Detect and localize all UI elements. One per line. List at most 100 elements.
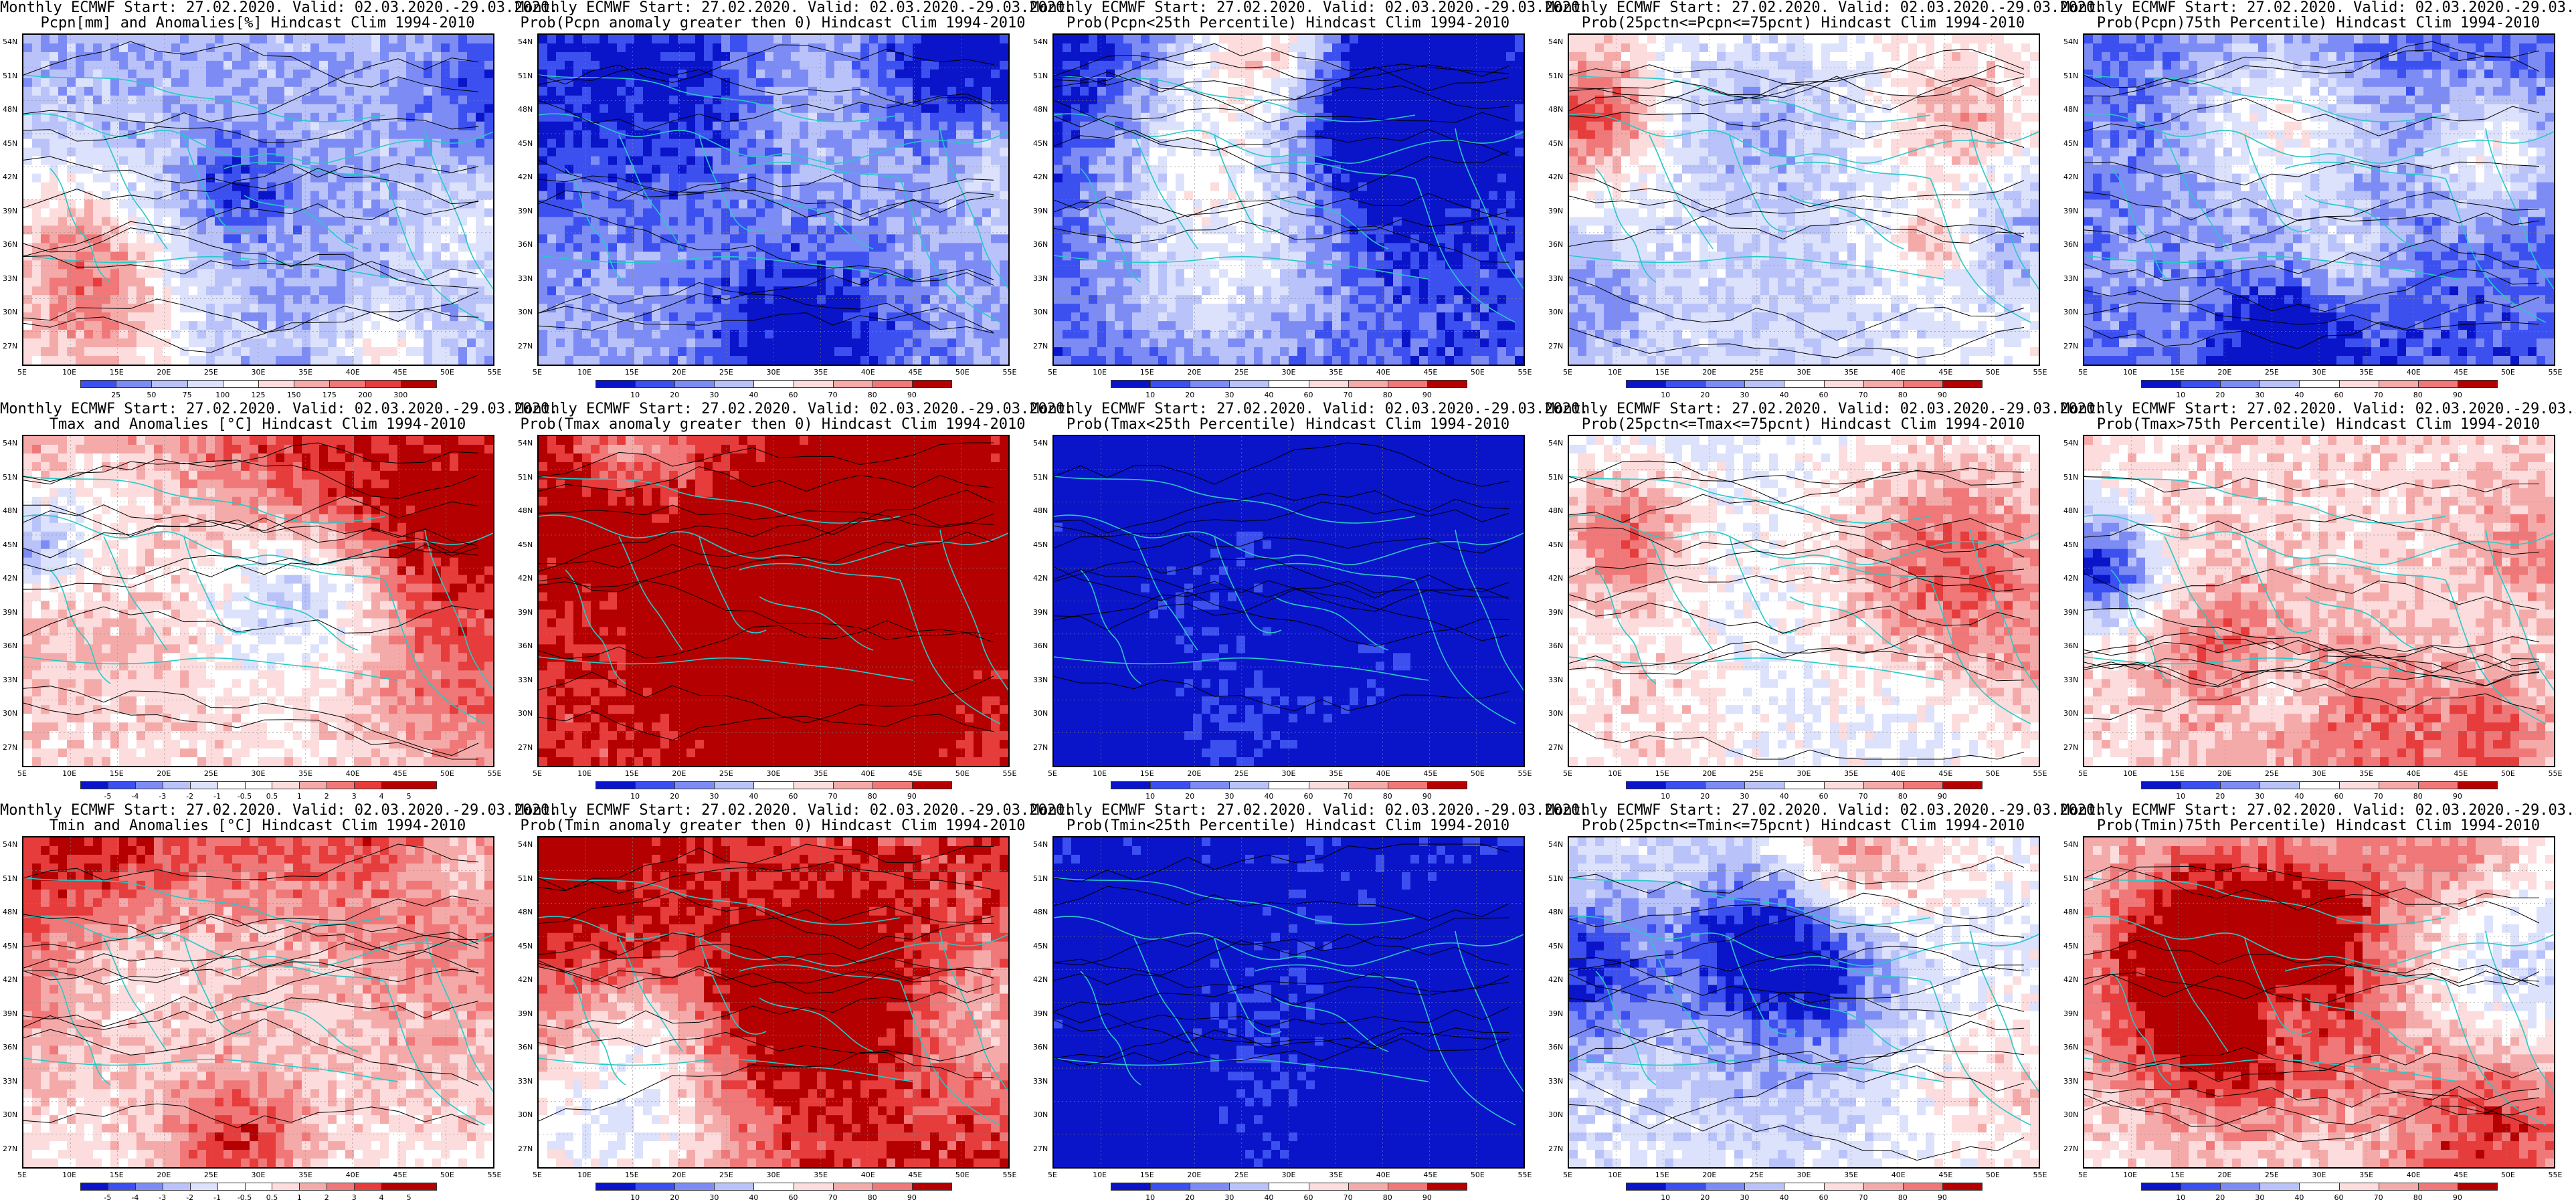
field-cell [895,234,905,243]
field-cell [608,69,618,79]
colorbar-cell [714,380,755,388]
field-cell [223,182,233,192]
field-cell [58,295,68,304]
field-cell [119,121,128,131]
field-cell [406,112,416,122]
field-cell [765,269,774,278]
field-cell [921,225,931,235]
field-cell [441,347,450,357]
field-cell [467,356,476,365]
field-cell [128,138,137,148]
field-cell [895,260,905,270]
field-cell [171,35,181,44]
field-cell [626,321,635,330]
field-cell [389,347,398,357]
field-cell [1358,104,1368,114]
field-cell [1236,138,1246,148]
field-cell [84,295,94,304]
field-cell [458,78,468,88]
field-cell [215,69,224,79]
field-cell [591,147,600,157]
field-cell [747,43,757,53]
field-cell [1000,35,1008,44]
field-cell [119,147,128,157]
field-cell [1097,130,1107,140]
field-cell [834,312,844,322]
field-cell [817,347,826,357]
colorbar-tick-label: 10 [630,391,640,399]
field-cell [354,356,363,365]
field-cell [773,199,783,209]
field-cell [756,312,765,322]
field-cell [180,252,189,261]
field-cell [450,356,459,365]
field-cell [258,191,268,201]
field-cell [232,156,242,166]
field-cell [84,208,94,218]
field-cell [974,304,983,313]
field-cell [415,312,424,322]
field-cell [956,52,965,62]
field-cell [110,260,120,270]
field-cell [1428,86,1437,96]
field-cell [1263,130,1272,140]
field-cell [878,217,887,227]
field-cell [626,269,635,278]
field-cell [617,321,626,330]
field-cell [1384,112,1394,122]
field-cell [41,130,50,140]
field-cell [476,217,485,227]
field-cell [319,165,329,175]
field-cell [319,295,329,304]
field-cell [284,191,294,201]
field-cell [1463,35,1472,44]
field-cell [276,312,285,322]
field-cell [1323,104,1333,114]
field-cell [921,60,931,70]
field-cell [1271,52,1281,62]
field-cell [678,260,687,270]
field-cell [939,78,948,88]
field-cell [669,173,678,183]
field-cell [808,278,818,287]
field-cell [389,225,398,235]
field-cell [432,243,442,252]
contour-line [23,298,479,333]
field-cell [965,147,974,157]
field-cell [852,156,861,166]
field-cell [947,330,957,339]
field-cell [1158,138,1168,148]
field-cell [389,304,398,313]
field-cell [704,243,713,252]
field-cell [678,286,687,296]
field-cell [154,130,163,140]
field-cell [747,338,757,348]
field-cell [397,78,407,88]
field-cell [267,225,276,235]
field-cell [843,147,852,157]
field-cell [215,278,224,287]
field-cell [782,121,792,131]
field-cell [956,252,965,261]
field-cell [1089,60,1098,70]
field-cell [895,243,905,252]
field-cell [206,356,215,365]
colorbar-tick-label: 80 [868,391,877,399]
field-cell [669,252,678,261]
field-cell [808,95,818,105]
field-cell [913,321,922,330]
field-cell [267,321,276,330]
field-cell [591,156,600,166]
field-cell [904,243,913,252]
field-cell [582,86,591,96]
field-cell [1515,35,1524,44]
field-cell [215,130,224,140]
field-cell [1158,95,1168,105]
field-cell [145,165,155,175]
field-cell [189,173,198,183]
field-cell [860,121,870,131]
field-cell [791,304,800,313]
field-cell [310,43,320,53]
field-cell [102,130,111,140]
field-cell [397,147,407,157]
